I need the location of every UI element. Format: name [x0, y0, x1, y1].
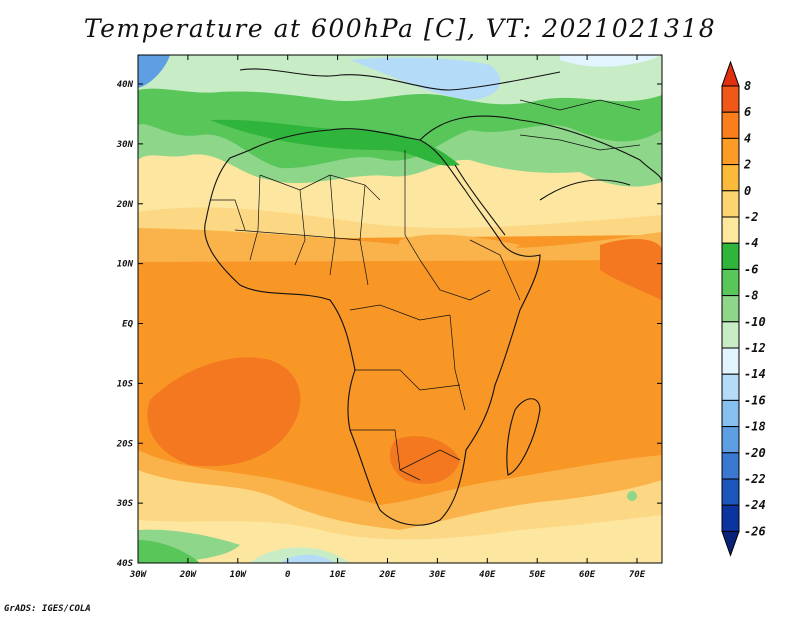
- africa-coast: [204, 128, 541, 526]
- lon-label: 10E: [329, 570, 346, 580]
- colorbar-segment: [721, 399, 740, 428]
- colorbar-segment: [721, 111, 740, 139]
- colorbar-bottom-arrow: [721, 530, 740, 557]
- colorbar-segment: [721, 216, 740, 244]
- lon-label: 20E: [378, 570, 396, 580]
- colorbar-label: 6: [744, 105, 751, 119]
- colorbar-label: 8: [744, 79, 751, 93]
- colorbar-label: -14: [744, 367, 766, 381]
- lat-axis: 40N 30N 20N 10N EQ 10S 20S 30S 40S: [116, 80, 662, 569]
- temperature-field: [138, 55, 662, 563]
- lon-label: 30E: [428, 570, 446, 580]
- lat-label: 20S: [116, 439, 134, 449]
- colorbar-label: -12: [744, 341, 766, 355]
- lon-label: 70E: [629, 570, 646, 580]
- colorbar-label: 2: [743, 158, 751, 172]
- lon-axis: 30W 20W 10W 0 10E 20E 30E 40E 50E 60E 70E: [129, 55, 646, 580]
- field-yellow-transition: [138, 207, 662, 240]
- lat-label: 30S: [116, 499, 134, 509]
- colorbar-label: -2: [744, 210, 758, 224]
- field-cream-south: [138, 515, 662, 563]
- field-green-sw-inner: [138, 540, 200, 563]
- lat-label: 40N: [117, 80, 134, 90]
- lat-label: EQ: [122, 320, 133, 330]
- arabia-coast: [539, 179, 631, 201]
- colorbar-label: -22: [744, 472, 766, 486]
- field-green-dot: [627, 491, 637, 501]
- colorbar-segment: [721, 504, 740, 532]
- colorbar-label: -20: [744, 446, 766, 460]
- lat-label: 10S: [117, 379, 134, 389]
- colorbar-top-arrow: [721, 60, 740, 87]
- mediterranean-coast: [239, 68, 561, 91]
- field-deep-orange-south: [389, 436, 460, 484]
- colorbar-label: 4: [744, 131, 751, 145]
- credit-text: GrADS: IGES/COLA: [4, 604, 91, 614]
- field-deep-orange-indian: [600, 238, 662, 300]
- colorbar-label: -4: [744, 236, 758, 250]
- colorbar-segment: [721, 347, 740, 375]
- colorbar-label: -26: [744, 524, 766, 538]
- red-sea-coast: [454, 164, 506, 236]
- colorbar-label: 0: [744, 184, 751, 198]
- colorbar-label: -16: [744, 393, 766, 407]
- colorbar-segment: [721, 426, 740, 454]
- colorbar-label: -24: [744, 498, 766, 512]
- colorbar-label: -6: [744, 262, 758, 276]
- plot-frame: [137, 54, 663, 564]
- colorbar-segment: [721, 268, 740, 297]
- colorbar-segment: [721, 190, 740, 218]
- colorbar-segment: [721, 373, 740, 401]
- lon-label: 60E: [579, 570, 596, 580]
- colorbar-segment: [721, 478, 740, 506]
- lat-label: 40S: [117, 559, 134, 569]
- lon-label: 40E: [479, 570, 496, 580]
- colorbar-label: -8: [744, 289, 758, 303]
- madagascar-coast: [506, 398, 541, 476]
- colorbar-segment: [721, 85, 740, 113]
- borders: [210, 99, 641, 481]
- field-deep-orange-atlantic: [147, 357, 301, 467]
- lon-label: 30W: [129, 570, 148, 580]
- lon-label: 20W: [179, 570, 198, 580]
- lat-label: 20N: [116, 200, 134, 210]
- lat-label: 30N: [116, 140, 134, 150]
- colorbar-segment: [721, 321, 740, 349]
- field-sky-south: [280, 554, 335, 563]
- field-blue-corner: [138, 55, 170, 88]
- lon-label: 50E: [529, 570, 546, 580]
- mideast-coast: [419, 115, 662, 183]
- coastlines: [204, 68, 662, 526]
- colorbar-label: -10: [744, 315, 766, 329]
- colorbar-segment: [721, 452, 740, 480]
- lon-label: 10W: [230, 570, 248, 580]
- colorbar: 8 6 4 2 0 -2 -4 -6 -8 -10 -12 -14 -16 -18 -20 -22 -24 -26: [721, 60, 766, 557]
- colorbar-label: -18: [744, 420, 766, 434]
- colorbar-segment: [721, 137, 740, 166]
- colorbar-segment: [721, 295, 740, 323]
- lat-label: 10N: [117, 260, 134, 270]
- map-title: Temperature at 600hPa [C], VT: 202102131…: [83, 14, 717, 43]
- field-light-orange-horn: [399, 234, 520, 260]
- field-green-dark: [210, 119, 460, 166]
- colorbar-segment: [721, 164, 740, 192]
- colorbar-segment: [721, 242, 740, 270]
- lon-label: 0: [285, 570, 291, 580]
